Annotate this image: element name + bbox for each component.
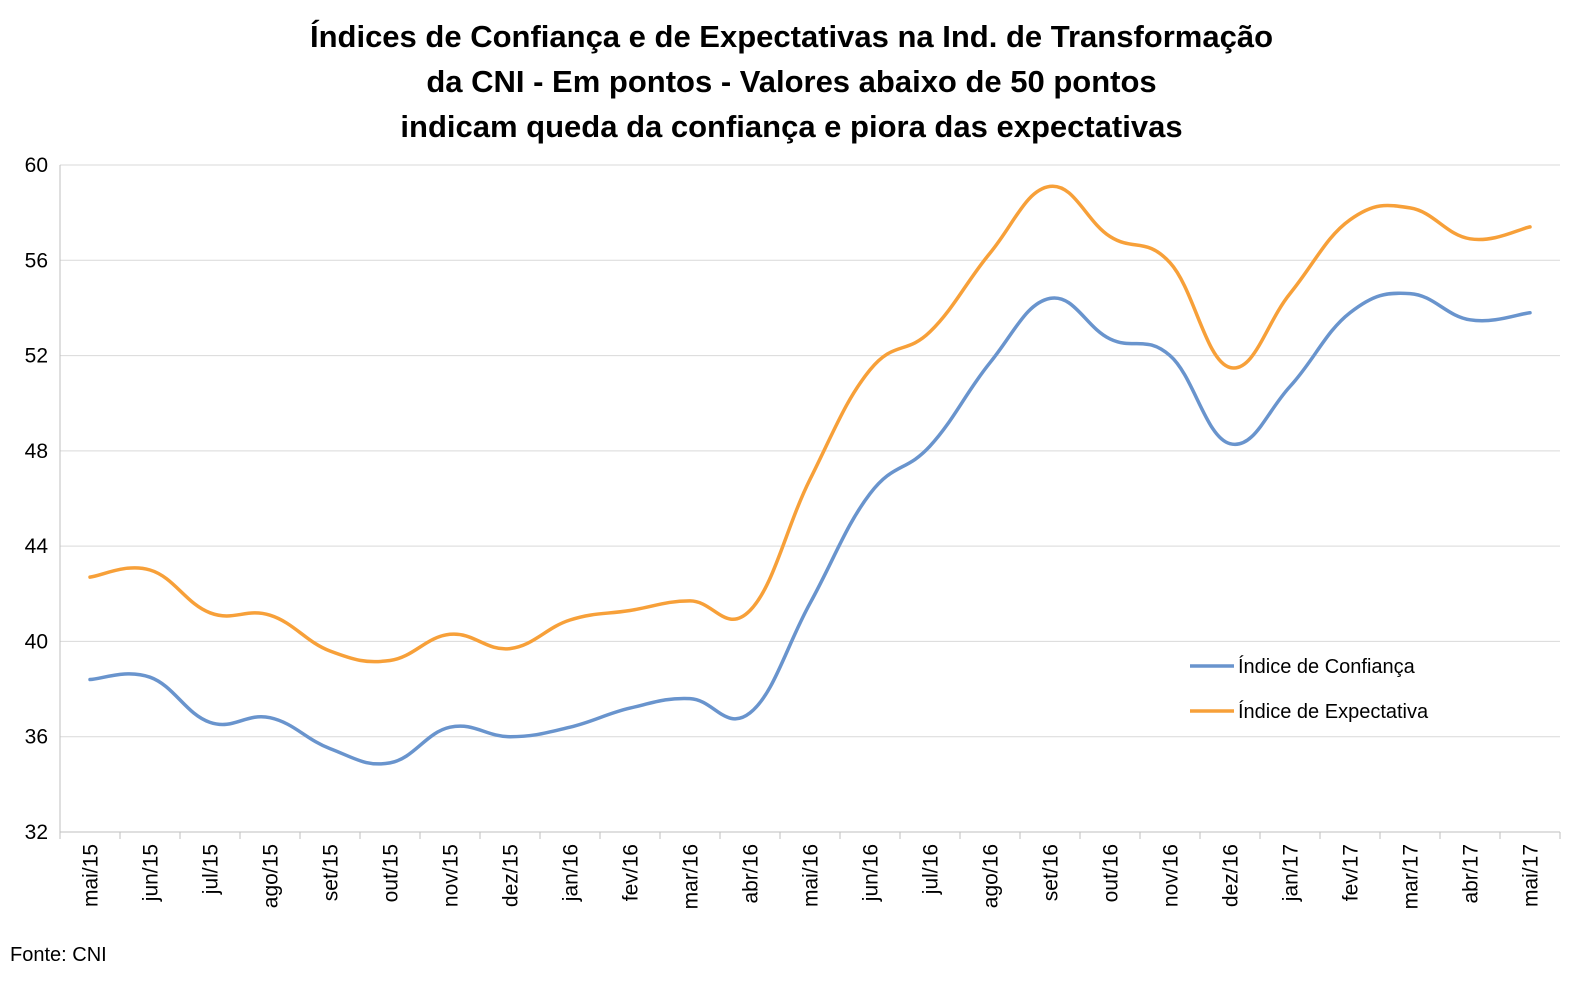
legend: Índice de Confiança Índice de Expectativa	[1190, 655, 1429, 723]
x-axis-ticks: mai/15 jun/15 jul/15 ago/15 set/15 out/15 nov/…	[79, 844, 1542, 909]
x-tick-label: fev/17	[1339, 844, 1362, 901]
y-tick-label: 40	[25, 630, 48, 653]
x-tick-label: dez/16	[1219, 844, 1242, 907]
series-lines	[88, 184, 1532, 766]
x-tick-label: set/16	[1039, 844, 1062, 901]
series-line-confianca	[88, 291, 1532, 766]
x-tick-label: mai/15	[79, 844, 102, 907]
x-tick-label: jul/16	[919, 844, 942, 895]
x-tick-label: nov/16	[1159, 844, 1182, 907]
y-tick-label: 60	[25, 154, 48, 177]
y-tick-label: 32	[25, 821, 48, 844]
x-tick-label: ago/15	[259, 844, 282, 908]
source-note: Fonte: CNI	[10, 944, 107, 966]
x-tick-label: fev/16	[619, 844, 642, 901]
x-tick-label: mai/16	[799, 844, 822, 907]
legend-label: Índice de Confiança	[1238, 655, 1416, 678]
x-tick-label: ago/16	[979, 844, 1002, 908]
series-line-expectativa	[88, 184, 1532, 664]
gridlines	[60, 164, 1560, 738]
chart-title-line-2: da CNI - Em pontos - Valores abaixo de 5…	[426, 64, 1157, 99]
x-tick-label: mar/17	[1399, 844, 1422, 909]
y-tick-label: 44	[25, 535, 49, 558]
x-tick-label: out/15	[379, 844, 402, 902]
x-tick-label: set/15	[319, 844, 342, 901]
x-tick-label: jun/15	[139, 844, 162, 902]
x-tick-label: jul/15	[199, 844, 222, 895]
x-tick-label: nov/15	[439, 844, 462, 907]
legend-label: Índice de Expectativa	[1238, 700, 1429, 723]
x-tick-label: jun/16	[859, 844, 882, 902]
x-tick-label: abr/16	[739, 844, 762, 904]
chart-title-line-3: indicam queda da confiança e piora das e…	[400, 109, 1183, 144]
x-tick-label: mai/17	[1519, 844, 1542, 907]
x-tick-label: mar/16	[679, 844, 702, 909]
y-tick-label: 52	[25, 345, 48, 368]
y-tick-label: 56	[25, 249, 48, 272]
y-axis-ticks: 32 36 40 44 48 52 56 60	[25, 154, 49, 844]
x-tick-label: abr/17	[1459, 844, 1482, 904]
x-tick-label: dez/15	[499, 844, 522, 907]
x-tick-label: jan/16	[559, 844, 582, 902]
y-tick-label: 48	[25, 440, 48, 463]
chart-title: Índices de Confiança e de Expectativas n…	[0, 14, 1583, 149]
x-tick-label: out/16	[1099, 844, 1122, 902]
axes	[59, 165, 1561, 839]
chart-title-line-1: Índices de Confiança e de Expectativas n…	[309, 19, 1274, 54]
x-tick-label: jan/17	[1279, 844, 1302, 902]
y-tick-label: 36	[25, 726, 48, 749]
